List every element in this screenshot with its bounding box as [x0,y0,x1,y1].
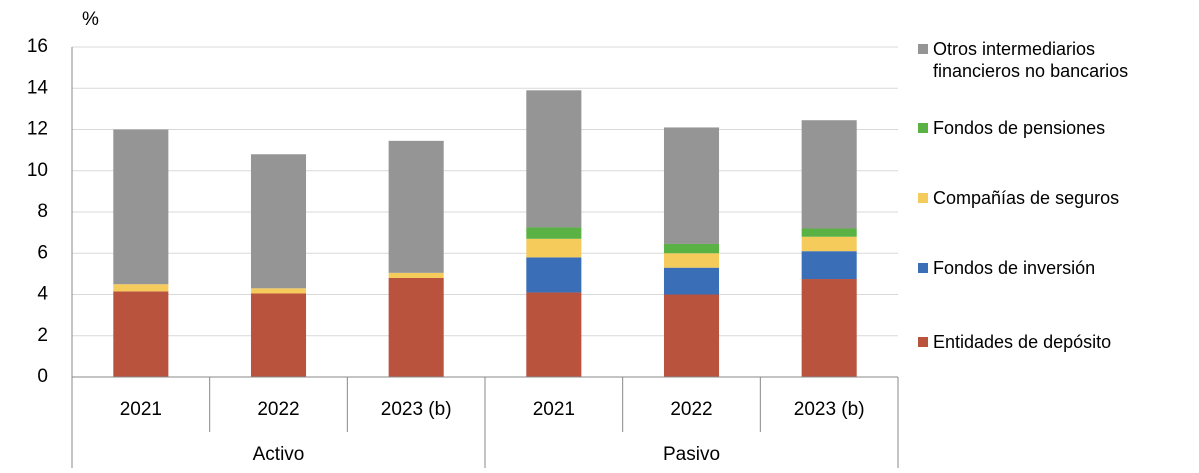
bar-segment [388,140,444,273]
bar-segment [113,291,169,377]
x-tick-label: 2022 [670,399,712,420]
legend-swatch [918,263,928,273]
legend-swatch [918,44,928,54]
bar-segment [388,278,444,377]
y-tick-label: 12 [27,119,48,140]
bar-segment [526,90,582,228]
y-tick-label: 8 [37,201,48,222]
y-tick-label: 2 [37,325,48,346]
legend-item: Compañías de seguros [918,187,1188,209]
bar-segment [663,253,720,268]
legend-label: Entidades de depósito [933,332,1112,352]
legend-label: Fondos de pensiones [933,118,1106,138]
x-tick-label: 2023 (b) [381,399,452,420]
bar-segment [801,120,857,229]
x-tick-label: 2021 [533,399,575,420]
legend-item: Fondos de pensiones [918,117,1188,139]
y-tick-label: 6 [37,242,48,263]
y-tick-label: 10 [27,160,48,181]
bar-segment [388,272,444,278]
y-axis-unit: % [82,9,99,30]
bar-segment [250,288,307,294]
bar-segment [801,228,857,237]
legend-swatch [918,193,928,203]
bar-segment [801,251,857,280]
legend-swatch [918,123,928,133]
group-label: Pasivo [663,444,720,465]
bar-segment [663,294,720,377]
bar-segment [663,243,720,254]
bar-segment [801,236,857,252]
bar-segment [663,267,720,295]
bar-segment [250,154,307,289]
bar-segment [526,238,582,258]
legend-label: Compañías de seguros [933,188,1120,208]
legend-swatch [918,337,928,347]
x-tick-label: 2021 [120,399,162,420]
bar-segment [250,293,307,377]
bar-segment [526,292,582,377]
bar-segment [526,227,582,239]
y-tick-label: 16 [27,36,48,57]
y-tick-label: 14 [27,77,49,98]
y-tick-label: 4 [37,284,48,305]
legend-item: Fondos de inversión [918,257,1188,279]
legend-item: Entidades de depósito [918,331,1188,353]
legend-label: Fondos de inversión [933,258,1096,278]
legend-label: Otros intermediarios financieros no banc… [933,39,1129,81]
bar-segment [526,257,582,293]
bar-segment [801,279,857,377]
bar-segment [663,127,720,244]
group-label: Activo [253,444,305,465]
x-tick-label: 2022 [257,399,299,420]
bar-segment [113,284,169,292]
y-tick-label: 0 [37,366,48,387]
legend-item: Otros intermediarios financieros no banc… [918,38,1188,82]
x-tick-label: 2023 (b) [794,399,865,420]
bar-segment [113,129,169,285]
